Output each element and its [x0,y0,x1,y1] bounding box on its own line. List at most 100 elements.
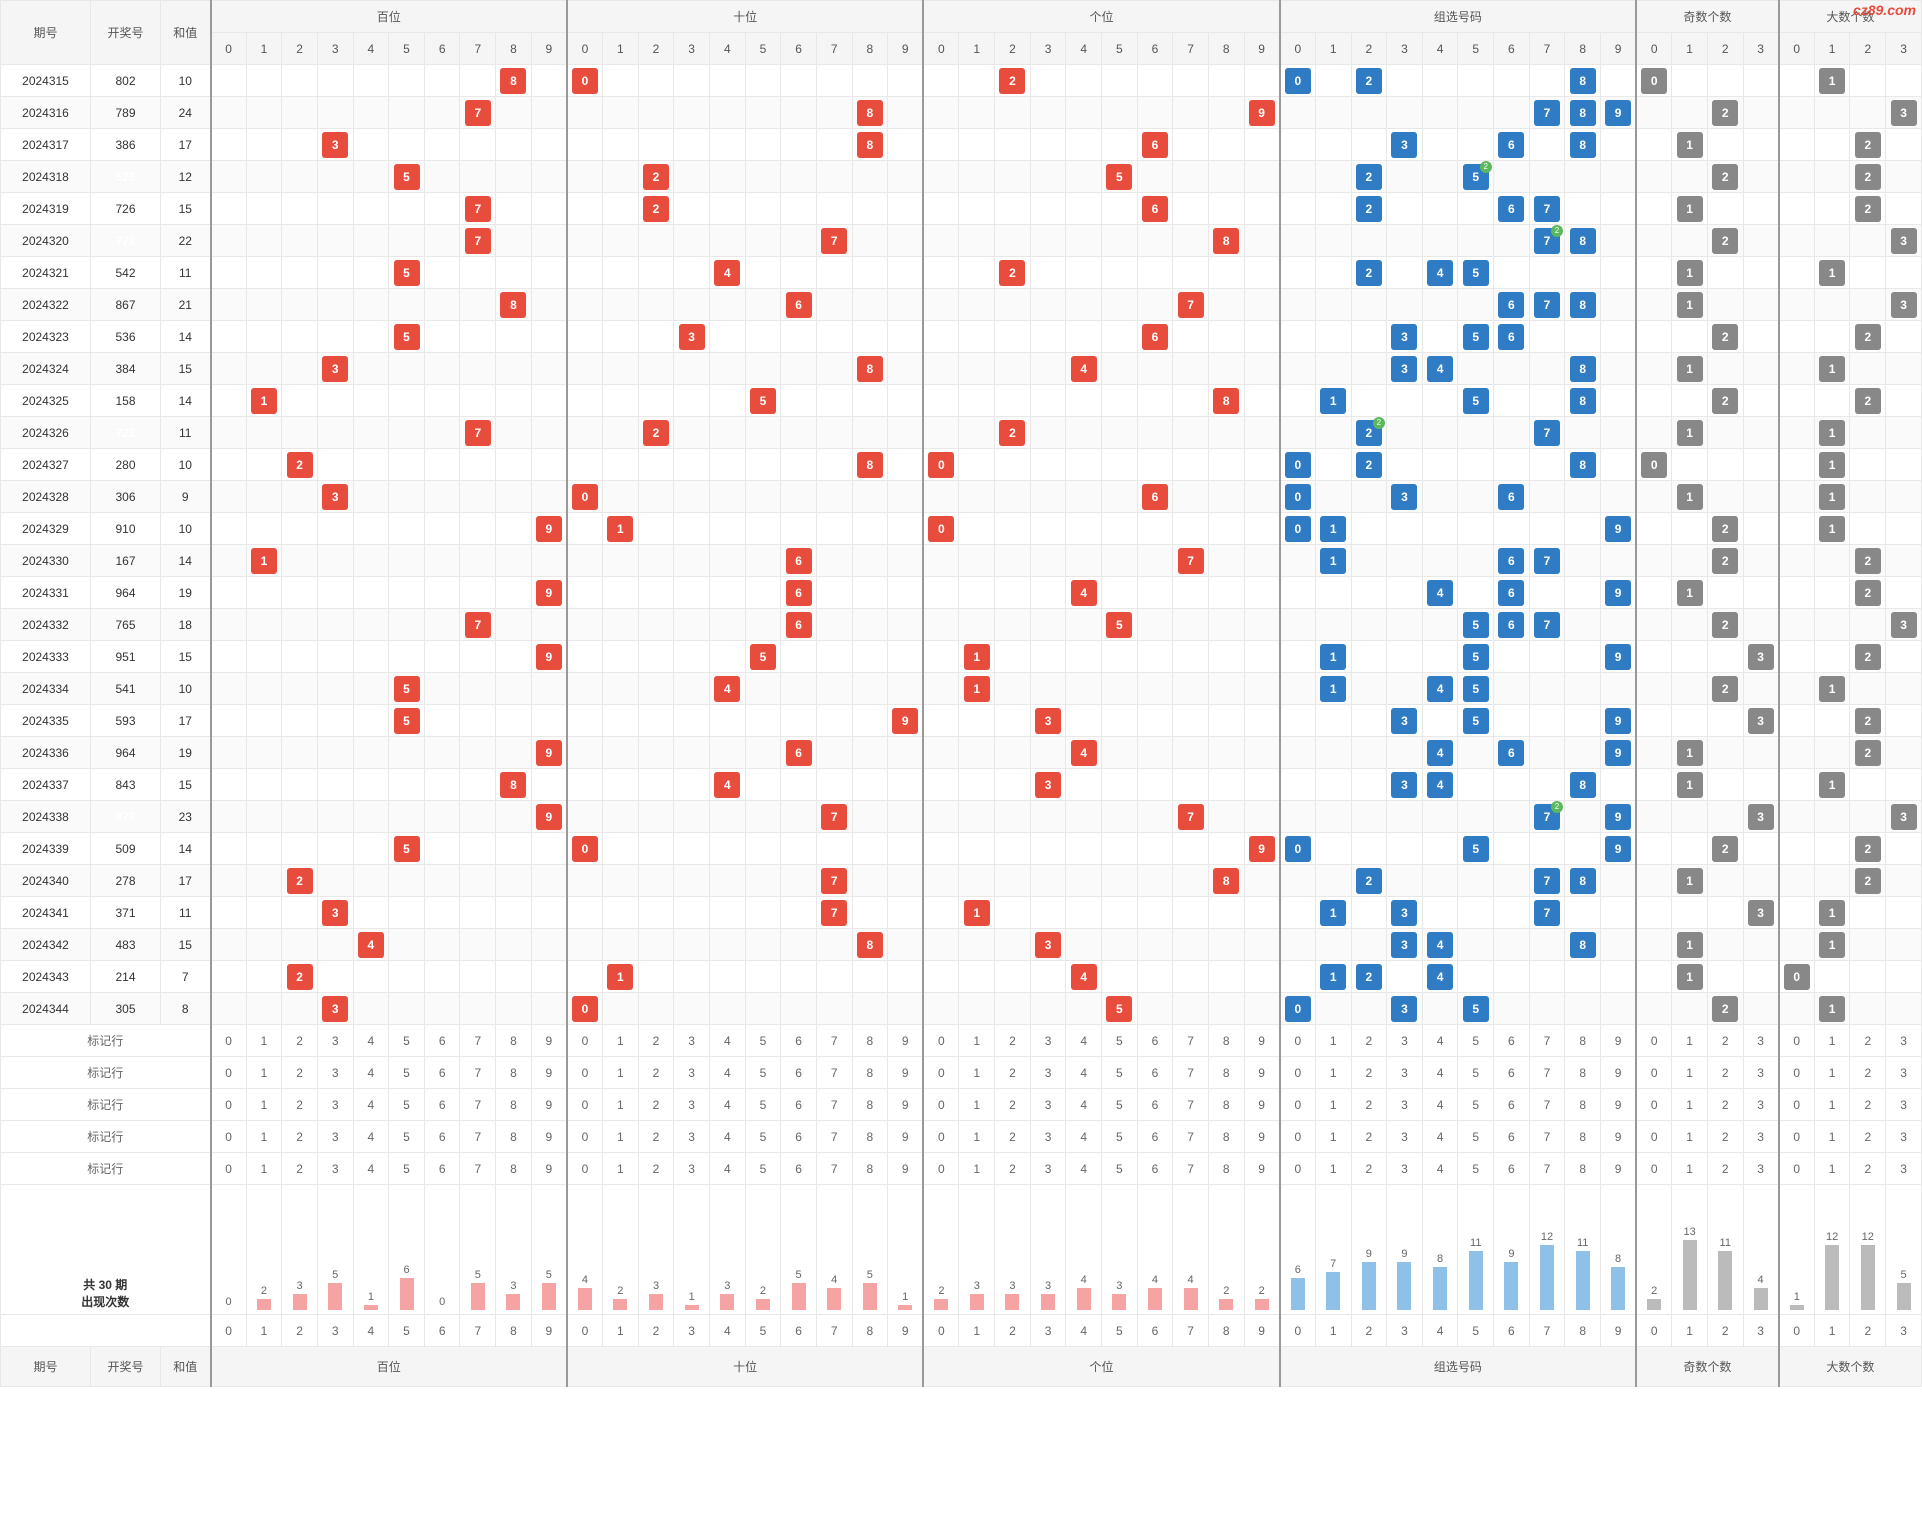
mark-cell[interactable]: 2 [1351,1057,1387,1089]
mark-cell[interactable]: 6 [781,1121,817,1153]
mark-cell[interactable]: 0 [211,1025,247,1057]
mark-cell[interactable]: 5 [745,1121,781,1153]
mark-cell[interactable]: 0 [1779,1057,1815,1089]
mark-cell[interactable]: 5 [1458,1089,1494,1121]
mark-cell[interactable]: 8 [1565,1121,1601,1153]
mark-cell[interactable]: 2 [995,1121,1031,1153]
mark-cell[interactable]: 0 [1636,1057,1672,1089]
mark-cell[interactable]: 0 [1779,1025,1815,1057]
mark-cell[interactable]: 0 [1636,1121,1672,1153]
mark-cell[interactable]: 7 [460,1153,496,1185]
mark-cell[interactable]: 9 [531,1057,567,1089]
mark-cell[interactable]: 2 [282,1025,318,1057]
mark-cell[interactable]: 4 [1422,1121,1458,1153]
mark-cell[interactable]: 0 [1636,1153,1672,1185]
mark-cell[interactable]: 7 [816,1153,852,1185]
mark-cell[interactable]: 0 [923,1153,959,1185]
mark-cell[interactable]: 5 [389,1153,425,1185]
mark-cell[interactable]: 8 [1565,1089,1601,1121]
mark-cell[interactable]: 7 [816,1057,852,1089]
mark-cell[interactable]: 3 [1030,1153,1066,1185]
mark-cell[interactable]: 8 [496,1057,532,1089]
mark-cell[interactable]: 7 [1173,1025,1209,1057]
mark-cell[interactable]: 8 [852,1057,888,1089]
mark-cell[interactable]: 1 [246,1025,282,1057]
mark-cell[interactable]: 8 [1208,1153,1244,1185]
mark-cell[interactable]: 2 [1707,1089,1743,1121]
mark-cell[interactable]: 4 [1422,1089,1458,1121]
mark-cell[interactable]: 0 [211,1121,247,1153]
mark-cell[interactable]: 4 [1066,1057,1102,1089]
mark-cell[interactable]: 2 [638,1121,674,1153]
mark-cell[interactable]: 0 [567,1057,603,1089]
mark-cell[interactable]: 3 [1743,1153,1779,1185]
mark-cell[interactable]: 2 [282,1089,318,1121]
mark-cell[interactable]: 2 [995,1025,1031,1057]
mark-cell[interactable]: 2 [1850,1089,1886,1121]
mark-cell[interactable]: 9 [531,1121,567,1153]
mark-cell[interactable]: 8 [496,1089,532,1121]
mark-cell[interactable]: 2 [282,1121,318,1153]
mark-cell[interactable]: 9 [888,1153,924,1185]
mark-cell[interactable]: 1 [1814,1153,1850,1185]
mark-cell[interactable]: 0 [567,1121,603,1153]
mark-cell[interactable]: 0 [567,1089,603,1121]
mark-cell[interactable]: 3 [674,1057,710,1089]
mark-cell[interactable]: 2 [1850,1057,1886,1089]
mark-cell[interactable]: 5 [745,1153,781,1185]
mark-cell[interactable]: 4 [1066,1121,1102,1153]
mark-cell[interactable]: 0 [211,1153,247,1185]
mark-cell[interactable]: 8 [1208,1025,1244,1057]
mark-cell[interactable]: 9 [1600,1121,1636,1153]
mark-cell[interactable]: 3 [1886,1025,1922,1057]
mark-cell[interactable]: 5 [1102,1153,1138,1185]
mark-row[interactable]: 标记行0123456789012345678901234567890123456… [1,1089,1922,1121]
mark-cell[interactable]: 8 [1565,1057,1601,1089]
mark-cell[interactable]: 3 [674,1089,710,1121]
mark-cell[interactable]: 3 [1030,1025,1066,1057]
mark-cell[interactable]: 7 [816,1121,852,1153]
mark-cell[interactable]: 9 [888,1057,924,1089]
mark-cell[interactable]: 2 [995,1089,1031,1121]
mark-cell[interactable]: 1 [246,1089,282,1121]
mark-row[interactable]: 标记行0123456789012345678901234567890123456… [1,1057,1922,1089]
mark-cell[interactable]: 8 [1565,1025,1601,1057]
mark-cell[interactable]: 2 [995,1153,1031,1185]
mark-cell[interactable]: 9 [1600,1057,1636,1089]
mark-cell[interactable]: 0 [1280,1089,1316,1121]
mark-cell[interactable]: 0 [1636,1089,1672,1121]
mark-cell[interactable]: 6 [424,1057,460,1089]
mark-cell[interactable]: 2 [1351,1121,1387,1153]
mark-cell[interactable]: 0 [1280,1121,1316,1153]
mark-cell[interactable]: 0 [1779,1089,1815,1121]
mark-cell[interactable]: 0 [567,1025,603,1057]
mark-cell[interactable]: 1 [603,1121,639,1153]
mark-cell[interactable]: 4 [353,1025,389,1057]
mark-cell[interactable]: 3 [1886,1153,1922,1185]
mark-cell[interactable]: 3 [674,1153,710,1185]
mark-cell[interactable]: 4 [709,1057,745,1089]
mark-cell[interactable]: 3 [1743,1025,1779,1057]
mark-cell[interactable]: 8 [496,1025,532,1057]
mark-cell[interactable]: 3 [1387,1057,1423,1089]
mark-cell[interactable]: 7 [1529,1057,1565,1089]
mark-cell[interactable]: 8 [852,1089,888,1121]
mark-cell[interactable]: 9 [1244,1089,1280,1121]
mark-cell[interactable]: 9 [1244,1057,1280,1089]
mark-cell[interactable]: 3 [1387,1153,1423,1185]
mark-cell[interactable]: 1 [246,1121,282,1153]
mark-cell[interactable]: 1 [603,1153,639,1185]
mark-cell[interactable]: 3 [317,1025,353,1057]
mark-cell[interactable]: 3 [1387,1089,1423,1121]
mark-cell[interactable]: 0 [1779,1153,1815,1185]
mark-cell[interactable]: 6 [1494,1025,1530,1057]
mark-cell[interactable]: 9 [1600,1025,1636,1057]
mark-cell[interactable]: 0 [923,1121,959,1153]
mark-cell[interactable]: 4 [353,1121,389,1153]
mark-cell[interactable]: 1 [603,1089,639,1121]
mark-cell[interactable]: 6 [1137,1057,1173,1089]
mark-row[interactable]: 标记行0123456789012345678901234567890123456… [1,1121,1922,1153]
mark-cell[interactable]: 7 [460,1121,496,1153]
mark-cell[interactable]: 8 [852,1153,888,1185]
mark-cell[interactable]: 6 [781,1089,817,1121]
